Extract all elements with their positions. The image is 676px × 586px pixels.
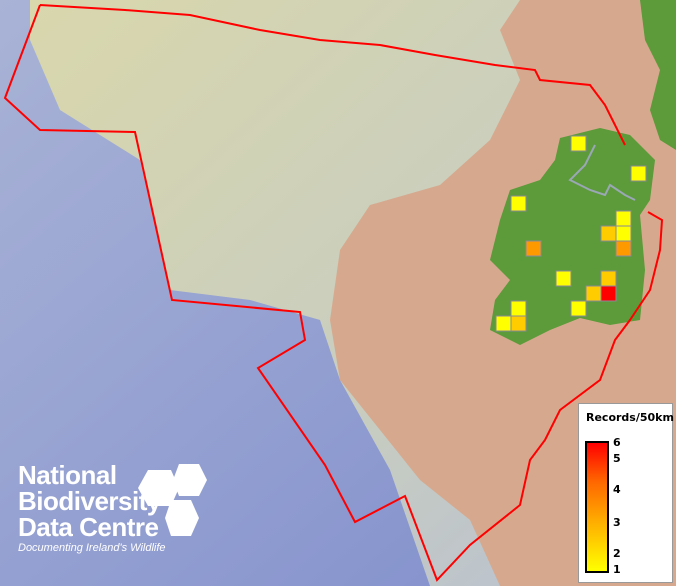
grid-square[interactable] — [495, 315, 512, 332]
grid-square[interactable] — [510, 195, 527, 212]
logo-line-1: National — [18, 460, 117, 490]
logo-line-2: Biodiversity — [18, 486, 161, 516]
logo-line-3: Data Centre — [18, 512, 159, 542]
grid-square[interactable] — [600, 225, 617, 242]
grid-square[interactable] — [630, 165, 647, 182]
grid-square[interactable] — [615, 240, 632, 257]
grid-square[interactable] — [600, 285, 617, 302]
legend-tick-2: 2 — [613, 547, 621, 560]
color-ramp — [585, 441, 609, 573]
grid-square[interactable] — [615, 210, 632, 227]
britain-land — [640, 0, 676, 150]
grid-square[interactable] — [600, 270, 617, 287]
grid-square[interactable] — [555, 270, 572, 287]
eez-boundary-west — [3, 4, 664, 582]
grid-square[interactable] — [570, 135, 587, 152]
grid-square[interactable] — [510, 315, 527, 332]
grid-square[interactable] — [570, 300, 587, 317]
grid-square[interactable] — [510, 300, 527, 317]
ni-border — [568, 144, 636, 201]
eez-boundary — [39, 4, 626, 146]
logo-hexagons-icon — [138, 464, 207, 536]
legend: Records/50km 6 5 4 3 2 1 — [578, 403, 674, 583]
grid-square[interactable] — [615, 225, 632, 242]
nbdc-logo: National Biodiversity Data Centre Docume… — [18, 462, 166, 554]
legend-tick-3: 3 — [613, 516, 621, 529]
grid-square[interactable] — [585, 285, 602, 302]
legend-tick-5: 5 — [613, 452, 621, 465]
legend-title: Records/50km — [586, 411, 674, 424]
legend-tick-1: 1 — [613, 563, 621, 576]
legend-tick-4: 4 — [613, 483, 621, 496]
logo-tagline: Documenting Ireland's Wildlife — [18, 542, 166, 554]
grid-squares-layer — [495, 135, 647, 332]
legend-tick-6: 6 — [613, 436, 621, 449]
grid-square[interactable] — [525, 240, 542, 257]
